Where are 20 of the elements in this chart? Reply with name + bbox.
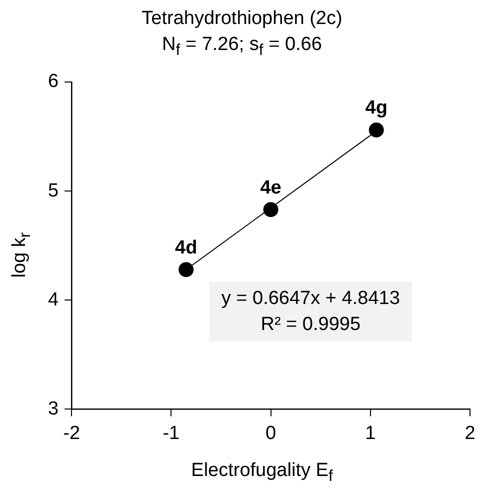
point xyxy=(178,262,194,278)
x-tick-label: 0 xyxy=(265,422,276,444)
chart-title: Tetrahydrothiophen (2c) xyxy=(140,8,344,30)
x-tick-label: -2 xyxy=(63,422,80,444)
point xyxy=(263,202,278,218)
y-tick-label: 4 xyxy=(48,289,59,310)
point xyxy=(368,122,384,138)
x-tick-label: -1 xyxy=(162,422,180,444)
annotation: 4d xyxy=(175,237,198,258)
y-tick-label: 5 xyxy=(48,180,59,202)
annotation: y = 0.6647x + 4.8413 xyxy=(221,288,400,309)
annotation: R² = 0.9995 xyxy=(260,314,361,335)
y-tick-label: 3 xyxy=(48,398,59,420)
x-tick-label: 2 xyxy=(464,422,476,444)
chart-subtitle: N$_{f}$ = 7.26; s$_{f}$ = 0.66 xyxy=(161,34,323,60)
annotation: 4g xyxy=(365,98,388,119)
annotation: 4e xyxy=(260,177,282,198)
y-tick-label: 6 xyxy=(48,71,59,92)
x-tick-label: 1 xyxy=(365,422,376,444)
x-axis-title: Electrofugality E$_{f}$ xyxy=(190,460,334,486)
